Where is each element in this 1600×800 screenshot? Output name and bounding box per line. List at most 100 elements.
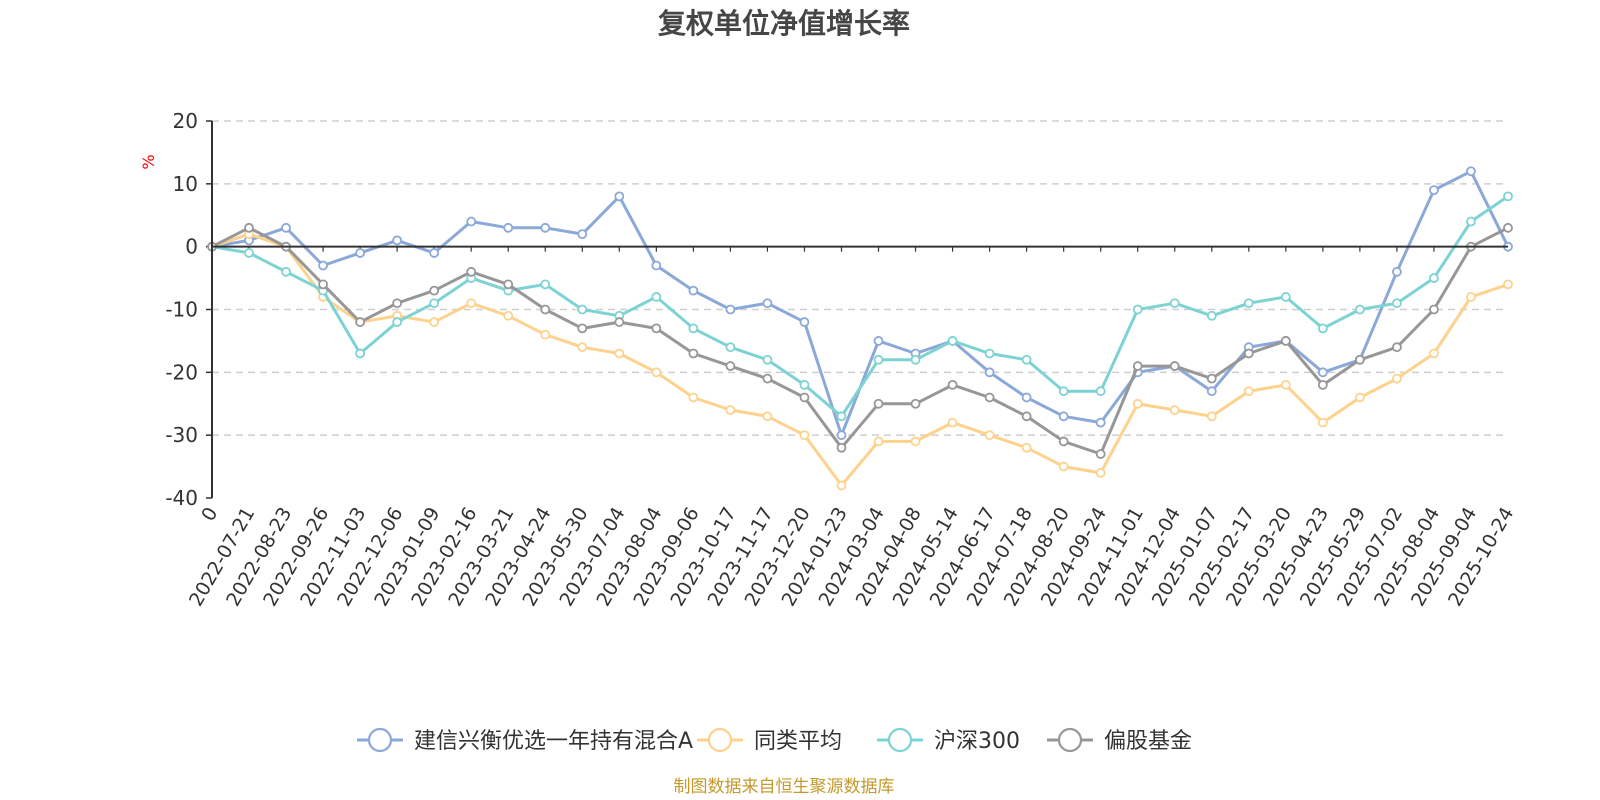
data-point: [503, 222, 514, 233]
data-point: [799, 317, 810, 327]
data-point: [614, 317, 625, 327]
data-point: [1206, 411, 1217, 422]
data-point: [799, 379, 810, 390]
data-point: [1169, 405, 1180, 415]
data-point: [1243, 298, 1254, 309]
x-tick-label: 0: [197, 504, 222, 525]
data-point: [429, 285, 440, 296]
data-point: [1280, 336, 1291, 346]
data-point: [1392, 298, 1402, 309]
data-point: [1058, 461, 1069, 472]
data-point: [466, 266, 477, 277]
chart-title: 复权单位净值增长率: [658, 7, 910, 40]
data-point: [1466, 166, 1476, 177]
y-tick-label: -30: [165, 423, 198, 447]
data-point: [725, 342, 736, 353]
data-point: [1317, 379, 1328, 390]
data-point: [947, 379, 958, 390]
legend-item-4[interactable]: 偏股基金: [1047, 727, 1192, 754]
data-point: [392, 317, 403, 327]
y-axis-ticks: 20 10 0 -10 -20 -30 -40: [165, 109, 212, 510]
data-point: [577, 323, 588, 334]
data-point: [947, 417, 958, 428]
data-point: [984, 348, 995, 359]
data-point: [762, 411, 773, 422]
series-line: [211, 232, 1509, 487]
data-point: [1466, 216, 1476, 227]
data-point: [910, 436, 921, 447]
data-point: [281, 266, 291, 277]
series-2: [207, 229, 1513, 491]
legend-item-2[interactable]: 同类平均: [697, 727, 842, 754]
data-point: [651, 323, 662, 334]
legend-label: 建信兴衡优选一年持有混合A: [414, 729, 693, 754]
data-point: [651, 367, 662, 378]
data-point: [540, 222, 551, 233]
data-point: [1095, 467, 1106, 478]
data-point: [1058, 386, 1069, 397]
data-point: [429, 248, 440, 258]
legend-label: 偏股基金: [1104, 729, 1192, 754]
data-point: [836, 411, 847, 422]
data-point: [836, 480, 847, 491]
data-point: [688, 323, 699, 334]
data-point: [873, 398, 884, 409]
data-point: [1354, 354, 1365, 365]
data-source-note: 制图数据来自恒生聚源数据库: [674, 777, 895, 797]
data-point: [762, 373, 773, 384]
data-point: [466, 298, 477, 309]
series-4: [207, 222, 1513, 459]
data-point: [1392, 373, 1402, 384]
data-point: [1280, 379, 1291, 390]
data-point: [429, 317, 440, 327]
data-point: [873, 436, 884, 447]
data-point: [1021, 411, 1032, 422]
data-point: [725, 361, 736, 371]
y-tick-label: -20: [165, 360, 198, 384]
data-point: [503, 310, 514, 321]
data-point: [1132, 361, 1143, 371]
data-point: [1503, 222, 1513, 233]
data-point: [1132, 398, 1143, 409]
data-point: [281, 222, 291, 233]
data-point: [1429, 348, 1439, 359]
legend-label: 沪深300: [934, 729, 1020, 754]
legend-item-3[interactable]: 沪深300: [877, 727, 1020, 754]
data-point: [688, 392, 699, 403]
data-point: [873, 336, 884, 346]
data-point: [947, 336, 958, 346]
data-point: [577, 304, 588, 315]
series-group: [207, 166, 1513, 491]
data-point: [1021, 392, 1032, 403]
data-point: [1243, 386, 1254, 397]
data-point: [1206, 386, 1217, 397]
legend-item-1[interactable]: 建信兴衡优选一年持有混合A: [357, 727, 693, 754]
data-point: [355, 248, 366, 258]
data-point: [651, 260, 662, 271]
series-3: [207, 191, 1513, 422]
data-point: [1354, 392, 1365, 403]
data-point: [984, 392, 995, 403]
data-point: [1429, 185, 1439, 196]
data-point: [614, 348, 625, 359]
legend-marker: [887, 727, 913, 753]
data-point: [762, 298, 773, 309]
data-point: [1095, 417, 1106, 428]
data-point: [688, 348, 699, 359]
data-point: [318, 260, 328, 271]
data-point: [873, 354, 884, 365]
data-point: [1280, 292, 1291, 302]
legend-marker: [367, 727, 393, 753]
data-point: [614, 191, 625, 202]
legend[interactable]: 建信兴衡优选一年持有混合A 同类平均 沪深300 偏股基金: [357, 727, 1192, 754]
data-point: [392, 235, 403, 246]
data-point: [1058, 411, 1069, 422]
data-point: [1021, 442, 1032, 453]
data-point: [1354, 304, 1365, 315]
y-tick-label: 0: [185, 235, 198, 259]
data-point: [1429, 304, 1439, 315]
data-point: [1132, 304, 1143, 315]
data-point: [799, 392, 810, 403]
y-tick-label: -10: [165, 298, 198, 322]
